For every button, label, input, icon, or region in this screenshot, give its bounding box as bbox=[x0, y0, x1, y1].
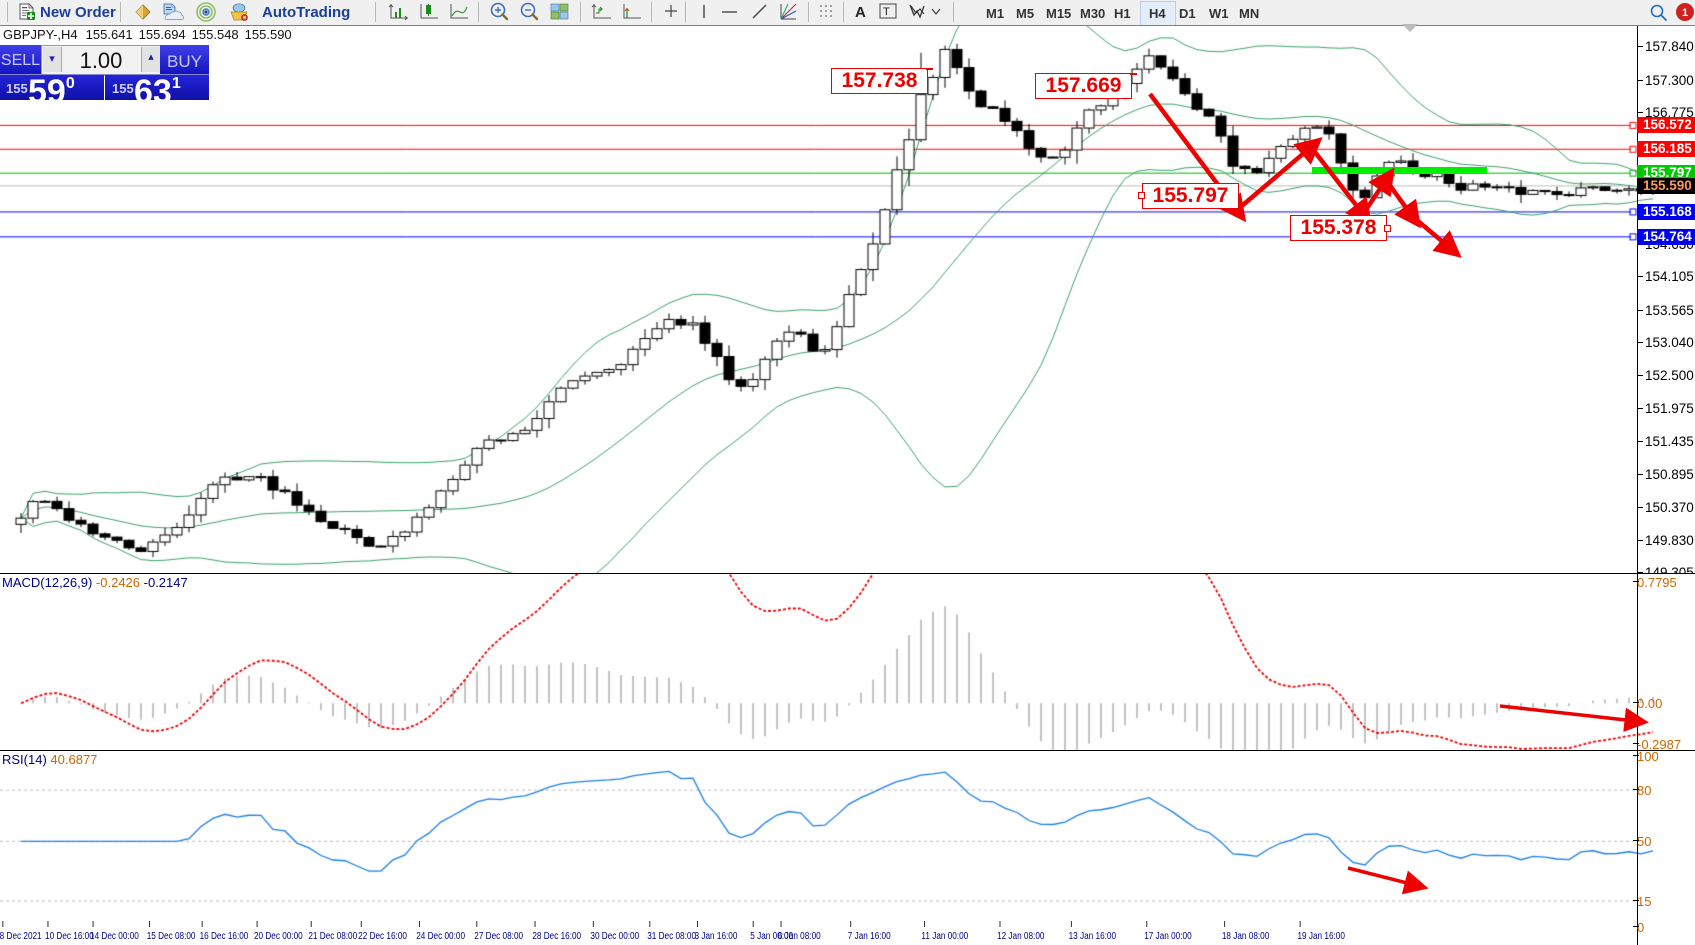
svg-text:T: T bbox=[883, 6, 890, 18]
svg-text:1: 1 bbox=[1682, 7, 1688, 19]
svg-text:A: A bbox=[855, 4, 866, 21]
